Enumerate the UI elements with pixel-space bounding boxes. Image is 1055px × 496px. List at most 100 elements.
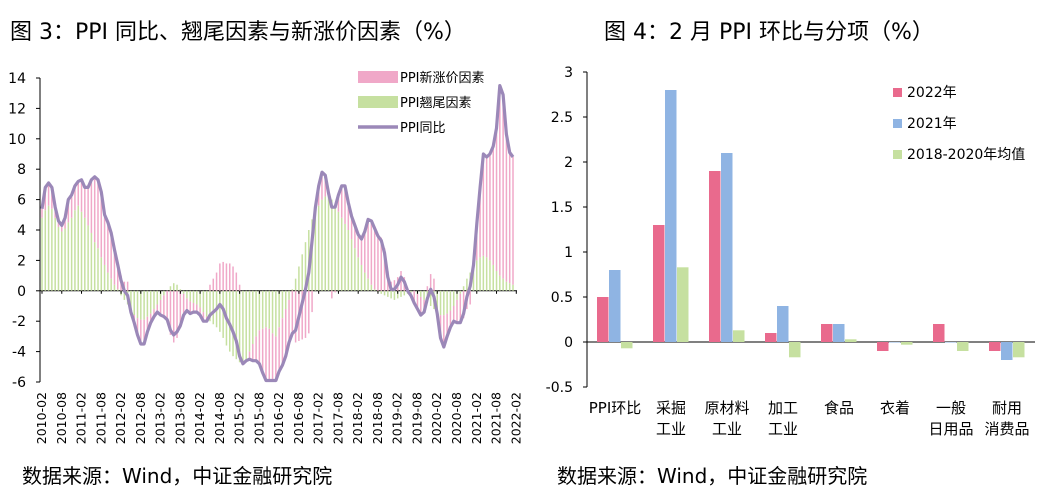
new-price-bar — [261, 328, 264, 373]
new-price-bar — [192, 302, 195, 313]
new-price-bar — [93, 176, 96, 243]
new-price-bar — [469, 290, 471, 305]
x-tick-label: 2017-02 — [311, 392, 326, 444]
x-tick-label: 2021-08 — [489, 392, 504, 444]
new-price-bar — [84, 187, 86, 218]
new-price-bar — [482, 154, 485, 256]
y-tick-label: -4 — [12, 345, 26, 361]
carryover-bar — [54, 217, 56, 291]
carryover-bar — [324, 196, 327, 291]
carryover-bar — [492, 264, 494, 291]
new-price-bar — [41, 208, 43, 218]
carryover-bar — [403, 290, 406, 296]
carryover-bar — [512, 284, 514, 291]
x-tick-label: 2021-02 — [469, 392, 484, 444]
new-price-bar — [364, 231, 366, 273]
new-price-bar — [284, 309, 287, 357]
new-price-bar — [149, 313, 152, 323]
carryover-bar — [429, 290, 432, 306]
carryover-bar — [354, 248, 356, 291]
carryover-bar — [508, 283, 511, 291]
new-price-bar — [416, 293, 419, 310]
new-price-bar — [462, 290, 465, 319]
carryover-bar — [117, 289, 119, 291]
legend-swatch — [893, 119, 902, 128]
new-price-bar — [61, 225, 63, 232]
new-price-bar — [265, 327, 267, 381]
figure4-title: 图 4：2 月 PPI 环比与分项（%） — [604, 20, 934, 45]
new-price-bar — [459, 293, 462, 323]
category-label: 食品 — [824, 399, 854, 417]
carryover-bar — [156, 290, 159, 305]
carryover-bar — [436, 290, 438, 313]
carryover-bar — [443, 290, 445, 316]
bar-2021 — [609, 270, 621, 342]
new-price-bar — [126, 281, 129, 291]
carryover-bar — [485, 257, 488, 291]
new-price-bar — [87, 187, 89, 226]
x-tick-label: 2022-02 — [508, 392, 523, 444]
figure3-title: 图 3：PPI 同比、翘尾因素与新涨价因素（%） — [10, 20, 466, 45]
carryover-bar — [347, 230, 350, 291]
new-price-bar — [169, 290, 172, 335]
y-tick-label: -2 — [12, 314, 26, 330]
carryover-bar — [123, 290, 126, 300]
carryover-bar — [90, 233, 93, 291]
carryover-bar — [387, 290, 389, 297]
carryover-bar — [314, 211, 317, 291]
carryover-bar — [222, 290, 224, 338]
carryover-bar — [57, 226, 60, 291]
carryover-bar — [449, 290, 452, 311]
carryover-bar — [502, 278, 504, 291]
carryover-bar — [396, 290, 399, 299]
bar-2022 — [821, 324, 833, 342]
new-price-bar — [354, 225, 356, 249]
carryover-bar — [281, 290, 284, 319]
carryover-bar — [400, 290, 402, 297]
carryover-bar — [284, 290, 287, 310]
x-tick-label: 2020-08 — [449, 392, 464, 444]
carryover-bar — [390, 290, 392, 299]
new-price-bar — [146, 316, 149, 332]
carryover-bar — [482, 255, 485, 291]
carryover-bar — [334, 205, 336, 291]
y-tick-label: 2 — [564, 155, 573, 171]
carryover-bar — [87, 225, 89, 291]
new-price-bar — [238, 284, 241, 291]
new-price-bar — [113, 249, 116, 285]
y-tick-label: 2.5 — [551, 110, 573, 126]
x-tick-label: 2010-08 — [54, 392, 69, 444]
carryover-bar — [146, 290, 149, 317]
carryover-bar — [97, 248, 99, 291]
carryover-bar — [275, 290, 277, 337]
new-price-bar — [304, 290, 307, 338]
new-price-bar — [373, 228, 376, 290]
new-price-bar — [370, 220, 373, 285]
new-price-bar — [393, 280, 396, 291]
carryover-bar — [248, 290, 251, 352]
x-tick-label: 2018-08 — [370, 392, 385, 444]
x-tick-label: 2017-08 — [330, 392, 345, 444]
y-tick-label: 6 — [17, 193, 26, 209]
new-price-bar — [232, 266, 234, 291]
bar-2021 — [945, 342, 957, 343]
carryover-bar — [255, 290, 257, 337]
new-price-bar — [70, 195, 73, 218]
carryover-bar — [196, 290, 198, 305]
carryover-bar — [370, 284, 373, 291]
new-price-bar — [357, 234, 359, 258]
new-price-bar — [248, 351, 251, 360]
new-price-bar — [156, 304, 159, 313]
category-label: PPI环比 — [589, 399, 642, 417]
y-tick-label: -6 — [12, 375, 26, 391]
new-price-bar — [508, 152, 511, 284]
carryover-bar — [232, 290, 234, 357]
category-label: 工业 — [656, 420, 686, 438]
new-price-bar — [44, 187, 47, 211]
new-price-bar — [51, 187, 53, 209]
new-price-bar — [219, 263, 221, 291]
new-price-bar — [252, 344, 254, 361]
carryover-bar — [423, 290, 425, 300]
x-tick-label: 2015-08 — [251, 392, 266, 444]
new-price-bar — [209, 284, 211, 291]
